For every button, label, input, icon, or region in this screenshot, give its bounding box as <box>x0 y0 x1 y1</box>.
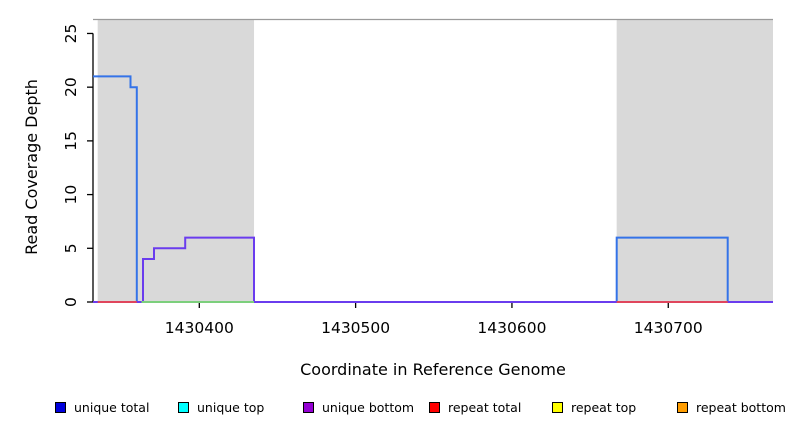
x-axis-title: Coordinate in Reference Genome <box>300 360 566 379</box>
legend-item-repeat-bottom: repeat bottom <box>677 397 786 417</box>
legend-label: unique top <box>197 399 265 415</box>
legend-item-repeat-top: repeat top <box>552 397 636 417</box>
y-tick-label: 10 <box>62 185 80 205</box>
y-tick-label: 5 <box>62 243 80 253</box>
legend-label: repeat total <box>448 399 522 415</box>
series-unique-bottom <box>93 236 773 303</box>
x-axis-ticks: 1430400 1430500 1430600 1430700 <box>165 302 703 337</box>
x-tick-label: 1430500 <box>321 319 390 337</box>
shaded-region-1 <box>97 20 255 302</box>
legend-swatch-unique-bottom <box>303 401 314 413</box>
x-tick-label: 1430700 <box>634 319 703 337</box>
legend-swatch-repeat-bottom <box>677 401 688 413</box>
legend-swatch-unique-total <box>55 401 66 413</box>
y-axis-title: Read Coverage Depth <box>22 79 41 255</box>
x-tick-label: 1430600 <box>477 319 546 337</box>
legend: unique total unique top unique bottom repea… <box>0 397 792 419</box>
legend-swatch-repeat-total <box>429 401 440 413</box>
shaded-regions <box>97 20 773 302</box>
y-axis-ticks: 0 5 10 15 20 25 <box>62 24 93 307</box>
shaded-region-2 <box>616 20 773 302</box>
legend-item-unique-top: unique top <box>178 397 264 417</box>
legend-label: repeat top <box>571 399 637 415</box>
y-tick-label: 20 <box>62 77 80 97</box>
x-tick-label: 1430400 <box>165 319 234 337</box>
series-lines <box>93 75 773 303</box>
y-tick-label: 0 <box>62 297 80 307</box>
legend-swatch-unique-top <box>178 401 189 413</box>
y-tick-label: 25 <box>62 24 80 44</box>
y-tick-label: 15 <box>62 131 80 151</box>
legend-swatch-repeat-top <box>552 401 563 413</box>
legend-label: unique bottom <box>322 399 415 415</box>
legend-label: unique total <box>74 399 150 415</box>
legend-label: repeat bottom <box>696 399 786 415</box>
legend-item-unique-total: unique total <box>55 397 149 417</box>
legend-item-unique-bottom: unique bottom <box>303 397 414 417</box>
legend-item-repeat-total: repeat total <box>429 397 521 417</box>
